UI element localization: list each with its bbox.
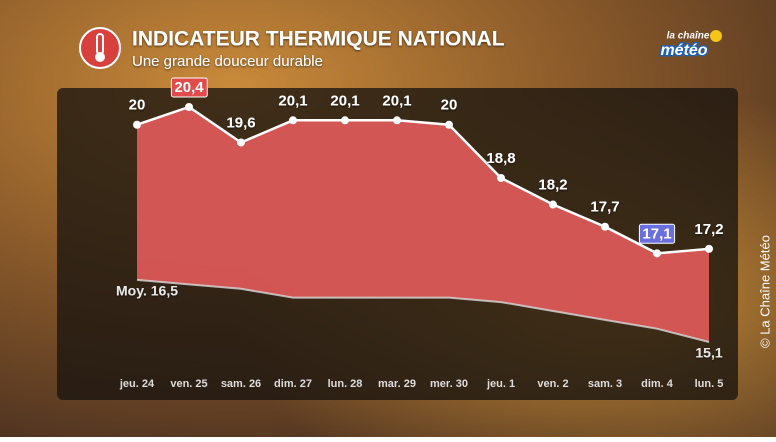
x-tick-label: mer. 30 [430, 378, 468, 390]
logo-text: la chaîne [667, 31, 710, 42]
x-tick-label: lun. 28 [328, 378, 363, 390]
value-label: 20,1 [278, 92, 307, 109]
point [341, 116, 349, 125]
point [705, 244, 713, 253]
value-label: 20,1 [382, 92, 411, 109]
value-label: 17,1 [642, 225, 671, 242]
chart-subtitle: Une grande douceur durable [132, 53, 323, 70]
normal-label: 15,1 [695, 345, 722, 361]
point [133, 120, 141, 129]
x-tick-label: jeu. 24 [119, 378, 155, 390]
value-label: 19,6 [226, 114, 255, 131]
x-tick-label: dim. 27 [274, 378, 312, 390]
x-tick-label: ven. 25 [170, 378, 207, 390]
value-label: 17,7 [590, 199, 619, 216]
value-label: 18,2 [538, 177, 567, 194]
x-tick-label: sam. 26 [221, 378, 261, 390]
x-tick-label: sam. 3 [588, 378, 622, 390]
point [289, 116, 297, 125]
value-label: 20,4 [174, 79, 204, 96]
x-tick-label: jeu. 1 [486, 378, 515, 390]
value-label: 20,1 [330, 92, 359, 109]
temperature-line [136, 105, 710, 255]
area [137, 107, 709, 342]
point [601, 222, 609, 231]
point [445, 120, 453, 129]
value-label-box [170, 77, 208, 98]
value-label: 17,2 [694, 221, 723, 238]
value-label: 20 [129, 97, 146, 114]
x-tick-label: dim. 4 [641, 378, 674, 390]
normal-label: Moy. 16,5 [116, 283, 178, 299]
point [653, 249, 661, 258]
x-tick-label: mar. 29 [378, 378, 416, 390]
point [185, 103, 193, 111]
thermometer-bulb [95, 52, 105, 62]
point [549, 200, 557, 209]
x-tick-label: ven. 2 [537, 378, 568, 390]
chart-title: INDICATEUR THERMIQUE NATIONAL [132, 28, 505, 51]
copyright: © La Chaîne Météo [757, 235, 772, 348]
logo-sun [710, 30, 722, 42]
plot: jeu. 24 ven. 25 sam. 26 dim. 27 lun. 28 mar. … [116, 77, 724, 390]
point [393, 116, 401, 125]
value-label: 20 [441, 97, 458, 114]
value-label: 18,8 [486, 150, 515, 167]
point [497, 173, 505, 182]
thermometer-icon [79, 27, 121, 69]
point [237, 138, 245, 147]
logo-text: météo [660, 42, 707, 59]
x-tick-label: lun. 5 [695, 378, 724, 390]
value-label-box [638, 223, 676, 244]
normal-line [136, 278, 710, 343]
